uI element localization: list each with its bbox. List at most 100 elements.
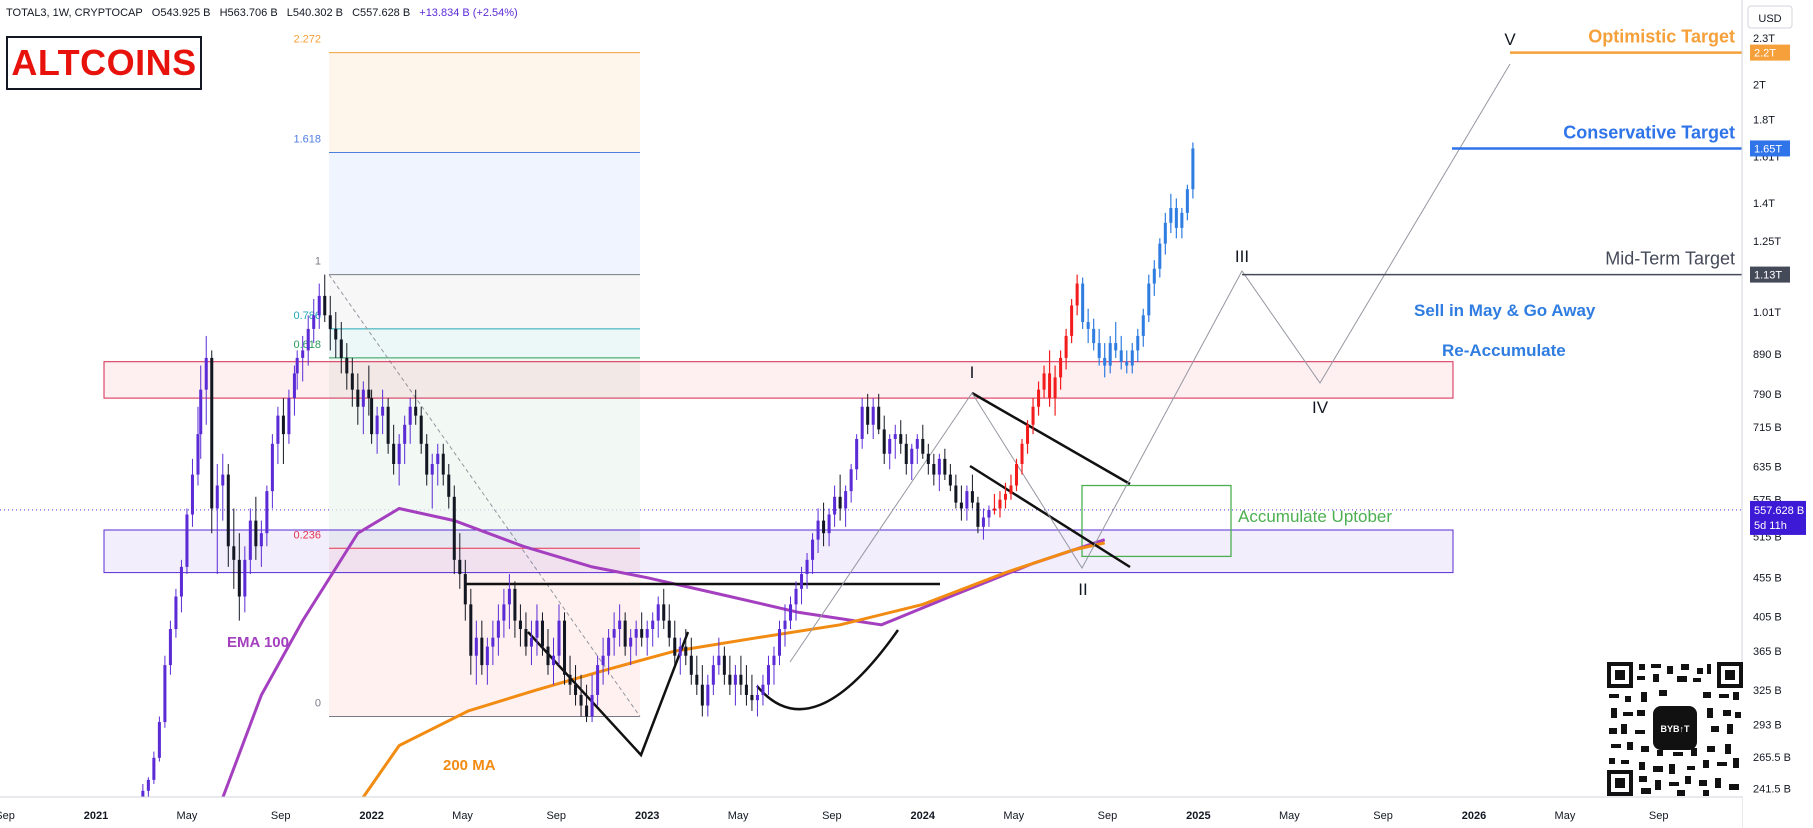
candle — [546, 629, 550, 675]
wave-label: I — [970, 363, 975, 382]
candle — [728, 655, 732, 695]
candle-body — [866, 406, 870, 425]
candle — [833, 485, 837, 527]
candle-body — [328, 315, 332, 329]
candle — [921, 424, 925, 459]
candle-body — [695, 674, 699, 685]
candle — [221, 453, 225, 521]
candle-body — [750, 694, 754, 701]
price-badge-label: 2.2T — [1754, 48, 1776, 60]
candle — [557, 604, 561, 666]
candle-body — [987, 509, 991, 518]
projection-candle — [1119, 335, 1123, 370]
ma-200-line — [356, 541, 1106, 806]
candle-body — [860, 406, 864, 439]
projection-candle — [1174, 198, 1178, 239]
candle-body — [915, 438, 919, 449]
candle — [601, 637, 605, 685]
candle-body — [281, 415, 285, 435]
price-tick-label: 241.5 B — [1753, 784, 1791, 796]
candle — [585, 684, 589, 723]
projection-body — [1031, 406, 1035, 425]
candle — [403, 415, 407, 465]
candle-body — [607, 637, 611, 656]
candle-body — [579, 694, 583, 706]
candle — [844, 485, 848, 527]
candle-body — [146, 779, 150, 791]
candle — [959, 485, 963, 521]
symbol-name[interactable]: TOTAL3, 1W, CRYPTOCAP — [6, 7, 143, 19]
candle — [168, 620, 172, 675]
candle-body — [684, 646, 688, 656]
time-tick-label: May — [1555, 810, 1576, 822]
currency-label: USD — [1758, 13, 1781, 25]
candle-body — [800, 574, 804, 589]
projection-body — [1009, 485, 1013, 494]
candle-body — [601, 655, 605, 666]
projection-body — [1185, 189, 1189, 213]
candle-body — [805, 559, 809, 575]
candle — [425, 434, 429, 486]
candle — [733, 665, 737, 706]
candle — [210, 350, 214, 534]
candle-body — [557, 620, 561, 656]
candle-body — [689, 655, 693, 675]
candle — [334, 311, 338, 358]
candle-body — [199, 389, 203, 435]
candle-body — [386, 406, 390, 444]
time-tick-label: 2024 — [911, 810, 936, 822]
candle-body — [323, 295, 327, 316]
ema-100-line — [218, 506, 1106, 806]
candle-body — [367, 389, 371, 399]
price-badge — [1750, 266, 1790, 283]
candle — [711, 655, 715, 695]
projection-candle — [998, 491, 1002, 518]
candle-body — [452, 496, 456, 560]
candle-body — [937, 458, 941, 475]
logo-text: ALTCOINS — [11, 42, 197, 83]
candle — [317, 283, 321, 329]
candle — [551, 637, 556, 685]
candle — [243, 546, 247, 613]
time-tick-label: 2022 — [359, 810, 383, 822]
time-tick-label: 2026 — [1462, 810, 1486, 822]
candle — [755, 684, 759, 717]
candle-body — [370, 398, 374, 435]
candle-body — [612, 629, 616, 638]
candle-body — [463, 574, 467, 605]
candle — [855, 434, 859, 481]
projection-body — [1169, 207, 1173, 223]
candle — [882, 415, 886, 465]
candle-body — [596, 665, 600, 695]
candle — [579, 674, 583, 717]
time-axis-bg — [0, 797, 1742, 828]
projection-candle — [1185, 184, 1189, 221]
target-label: Mid-Term Target — [1605, 249, 1735, 269]
candle-body — [888, 438, 892, 454]
candle-body — [469, 604, 473, 656]
candle-body — [921, 438, 925, 454]
candle — [328, 295, 332, 351]
candle — [899, 420, 903, 454]
projection-candle — [1147, 274, 1151, 323]
candle-body — [739, 674, 743, 685]
price-badge — [1750, 44, 1790, 61]
candle — [361, 381, 365, 435]
candle-body — [882, 429, 886, 454]
projection-body — [1103, 357, 1107, 366]
price-tick-label: 365 B — [1753, 646, 1782, 658]
projection-candle — [1075, 274, 1079, 316]
candle-body — [168, 629, 172, 666]
wave-label: III — [1235, 247, 1249, 266]
candle-body — [948, 474, 952, 486]
high-value: H563.706 B — [219, 7, 278, 19]
projection-candle — [1009, 474, 1013, 500]
candle-body — [618, 620, 622, 630]
candle-body — [590, 694, 594, 717]
candlesticks — [141, 274, 991, 813]
projection-body — [1042, 373, 1046, 390]
time-tick-label: May — [1003, 810, 1024, 822]
projection-candle — [1026, 420, 1030, 454]
candle-body — [403, 424, 407, 444]
